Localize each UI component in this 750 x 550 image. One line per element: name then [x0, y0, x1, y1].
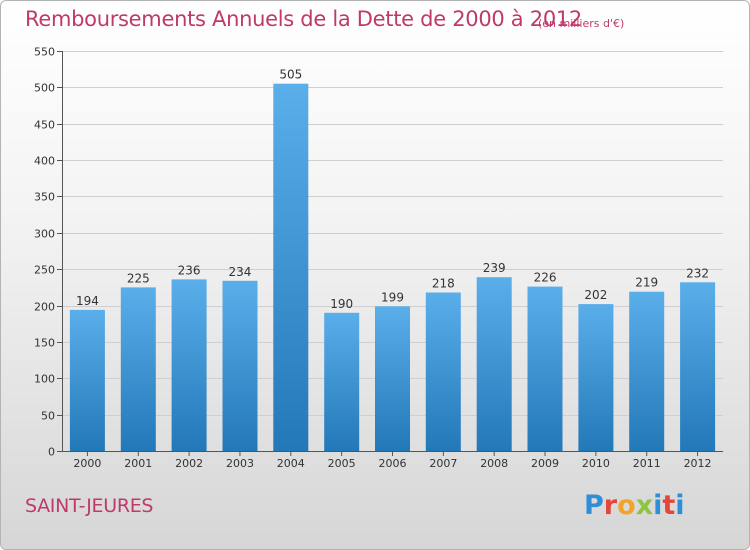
bar	[527, 286, 563, 451]
data-label: 234	[229, 265, 252, 279]
logo-letter: r	[603, 490, 618, 521]
logo-letter: t	[662, 490, 676, 521]
logo-letter: i	[653, 490, 663, 521]
bar	[680, 282, 716, 451]
data-label: 202	[584, 288, 607, 302]
y-tick-label: 400	[34, 155, 55, 168]
x-tick-label: 2005	[328, 457, 356, 470]
y-tick-label: 450	[34, 119, 55, 132]
logo-letter: o	[617, 490, 636, 521]
data-label: 236	[178, 263, 201, 277]
y-tick-label: 200	[34, 301, 55, 314]
data-label: 190	[330, 297, 353, 311]
bar	[171, 279, 207, 451]
data-label: 505	[279, 68, 302, 82]
chart-title: Remboursements Annuels de la Dette de 20…	[25, 7, 582, 31]
y-tick-label: 0	[48, 446, 55, 459]
logo-letter: i	[675, 490, 685, 521]
x-tick-label: 2011	[633, 457, 661, 470]
bar	[425, 292, 461, 451]
x-tick-label: 2002	[175, 457, 203, 470]
labels: 2000 194 2001 225 2002 236 2003 234 2004 505 2005 1…	[73, 68, 711, 470]
x-tick-label: 2004	[277, 457, 305, 470]
x-tick-label: 2007	[429, 457, 457, 470]
bar	[629, 291, 665, 451]
x-tick-label: 2008	[480, 457, 508, 470]
bar	[324, 312, 360, 451]
y-tick-label: 550	[34, 46, 55, 59]
logo-letter: P	[584, 490, 604, 521]
bar	[120, 287, 156, 451]
bar	[222, 280, 258, 451]
data-label: 218	[432, 276, 455, 290]
y-tick-label: 300	[34, 228, 55, 241]
x-tick-label: 2012	[684, 457, 712, 470]
data-label: 239	[483, 261, 506, 275]
x-tick-label: 2000	[73, 457, 101, 470]
bar	[69, 309, 105, 451]
x-tick-label: 2003	[226, 457, 254, 470]
bar	[375, 306, 410, 451]
bars	[69, 83, 716, 451]
data-label: 225	[127, 271, 150, 285]
bar	[578, 304, 614, 451]
data-label: 232	[686, 266, 709, 280]
data-label: 219	[635, 276, 658, 290]
y-tick-label: 350	[34, 191, 55, 204]
x-tick-label: 2009	[531, 457, 559, 470]
chart-subtitle: (en milliers d'€)	[538, 17, 625, 30]
logo-letter: x	[635, 490, 654, 521]
y-tick-label: 500	[34, 82, 55, 95]
data-label: 226	[534, 271, 557, 285]
y-tick-label: 50	[41, 410, 55, 423]
x-tick-label: 2010	[582, 457, 610, 470]
bar	[476, 277, 512, 451]
y-tick-label: 100	[34, 373, 55, 386]
data-label: 194	[76, 294, 99, 308]
axes: 0 50 100 150 200 250 300 350 400 450 500 550	[34, 46, 723, 459]
x-tick-label: 2001	[124, 457, 152, 470]
x-tick-label: 2006	[379, 457, 407, 470]
y-tick-label: 250	[34, 264, 55, 277]
proxiti-logo: Proxiti	[584, 490, 685, 521]
bar	[273, 83, 309, 451]
data-label: 199	[381, 290, 404, 304]
commune-name: SAINT-JEURES	[25, 495, 154, 517]
y-tick-label: 150	[34, 337, 55, 350]
